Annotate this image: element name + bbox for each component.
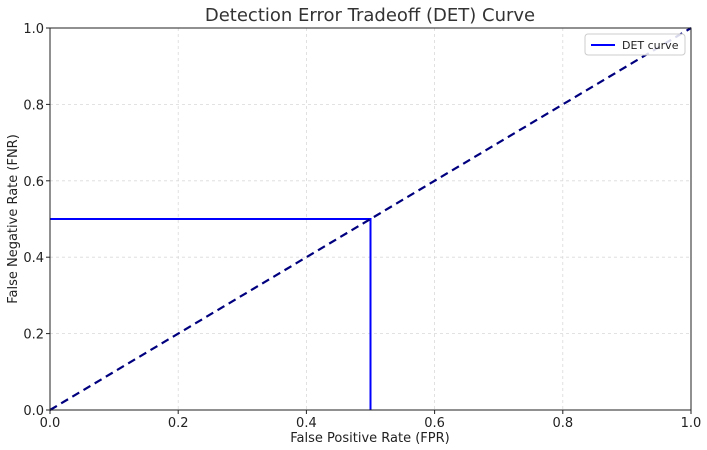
x-tick-label: 0.4 xyxy=(296,416,317,431)
y-tick-label: 0.8 xyxy=(23,98,44,113)
y-axis-label: False Negative Rate (FNR) xyxy=(6,134,21,304)
y-tick-label: 0.0 xyxy=(23,404,44,419)
y-tick-label: 0.2 xyxy=(23,328,44,343)
y-tick-label: 0.6 xyxy=(23,175,44,190)
legend-label: DET curve xyxy=(622,39,679,52)
legend: DET curve xyxy=(584,33,686,56)
x-tick-label: 0.8 xyxy=(552,416,573,431)
plot-frame xyxy=(49,27,692,411)
legend-box xyxy=(584,33,686,56)
chart-title: Detection Error Tradeoff (DET) Curve xyxy=(205,5,535,26)
y-tick-label: 0.4 xyxy=(23,251,44,266)
x-tick-label: 0.6 xyxy=(424,416,445,431)
x-tick-label: 0.2 xyxy=(168,416,189,431)
det-curve-line xyxy=(50,218,372,410)
diagonal-reference-line xyxy=(49,27,692,411)
x-tick-label: 1.0 xyxy=(681,416,702,431)
series-group xyxy=(49,27,692,411)
x-tick-label: 0.0 xyxy=(40,416,61,431)
x-axis-label: False Positive Rate (FPR) xyxy=(290,431,449,446)
y-tick-label: 1.0 xyxy=(23,22,44,37)
ticks: 0.0 0.2 0.4 0.6 0.8 1.0 0.0 0.2 0.4 0.6 0.8 1.0 xyxy=(23,22,701,431)
